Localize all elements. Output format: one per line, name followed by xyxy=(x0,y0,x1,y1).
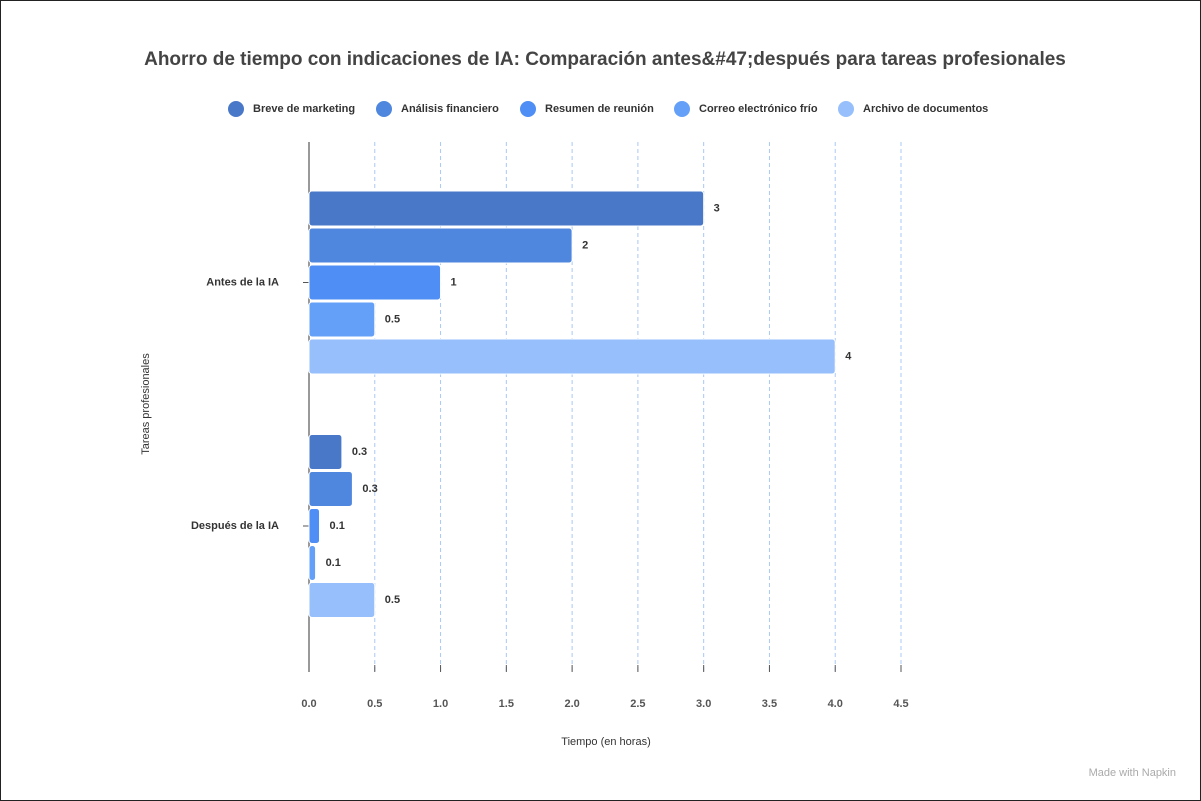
x-tick-label: 3.5 xyxy=(762,698,777,710)
x-tick-label: 1.5 xyxy=(499,698,514,710)
data-label: 0.3 xyxy=(362,483,377,495)
x-tick-label: 4.0 xyxy=(828,698,843,710)
y-tick-label: Antes de la IA xyxy=(206,276,279,288)
bar xyxy=(308,508,321,544)
bar xyxy=(308,434,343,470)
legend-label: Archivo de documentos xyxy=(863,103,988,115)
bar xyxy=(308,301,376,338)
x-tick-label: 0.5 xyxy=(367,698,382,710)
chart-title: Ahorro de tiempo con indicaciones de IA:… xyxy=(144,49,1066,70)
x-tick-label: 4.5 xyxy=(893,698,908,710)
data-label: 0.1 xyxy=(330,520,345,532)
x-tick-label: 1.0 xyxy=(433,698,448,710)
legend-swatch xyxy=(228,101,244,117)
bar xyxy=(308,471,353,507)
legend: Breve de marketing Análisis financiero Res… xyxy=(228,101,988,117)
legend-label: Análisis financiero xyxy=(401,103,499,115)
bar xyxy=(308,338,836,375)
bar xyxy=(308,227,573,264)
x-tick-label: 2.0 xyxy=(564,698,579,710)
legend-swatch xyxy=(376,101,392,117)
legend-label: Breve de marketing xyxy=(253,103,355,115)
x-tick-label: 0.0 xyxy=(301,698,316,710)
data-label: 4 xyxy=(845,350,852,362)
legend-label: Resumen de reunión xyxy=(545,103,654,115)
legend-swatch xyxy=(520,101,536,117)
legend-swatch xyxy=(674,101,690,117)
x-tick-label: 3.0 xyxy=(696,698,711,710)
bar xyxy=(308,190,705,227)
watermark: Made with Napkin xyxy=(1089,767,1176,779)
data-label: 3 xyxy=(714,202,720,214)
data-label: 2 xyxy=(582,239,588,251)
x-tick-label: 2.5 xyxy=(630,698,645,710)
bar xyxy=(308,264,442,301)
legend-label: Correo electrónico frío xyxy=(699,103,818,115)
data-label: 0.5 xyxy=(385,594,400,606)
bar xyxy=(308,545,317,581)
data-label: 0.1 xyxy=(326,557,341,569)
data-label: 0.3 xyxy=(352,446,367,458)
x-axis-label: Tiempo (en horas) xyxy=(561,736,650,748)
legend-swatch xyxy=(838,101,854,117)
data-label: 0.5 xyxy=(385,313,400,325)
bar xyxy=(308,582,376,618)
data-label: 1 xyxy=(451,276,457,288)
y-tick-label: Después de la IA xyxy=(191,520,279,532)
y-axis-label: Tareas profesionales xyxy=(140,353,152,455)
